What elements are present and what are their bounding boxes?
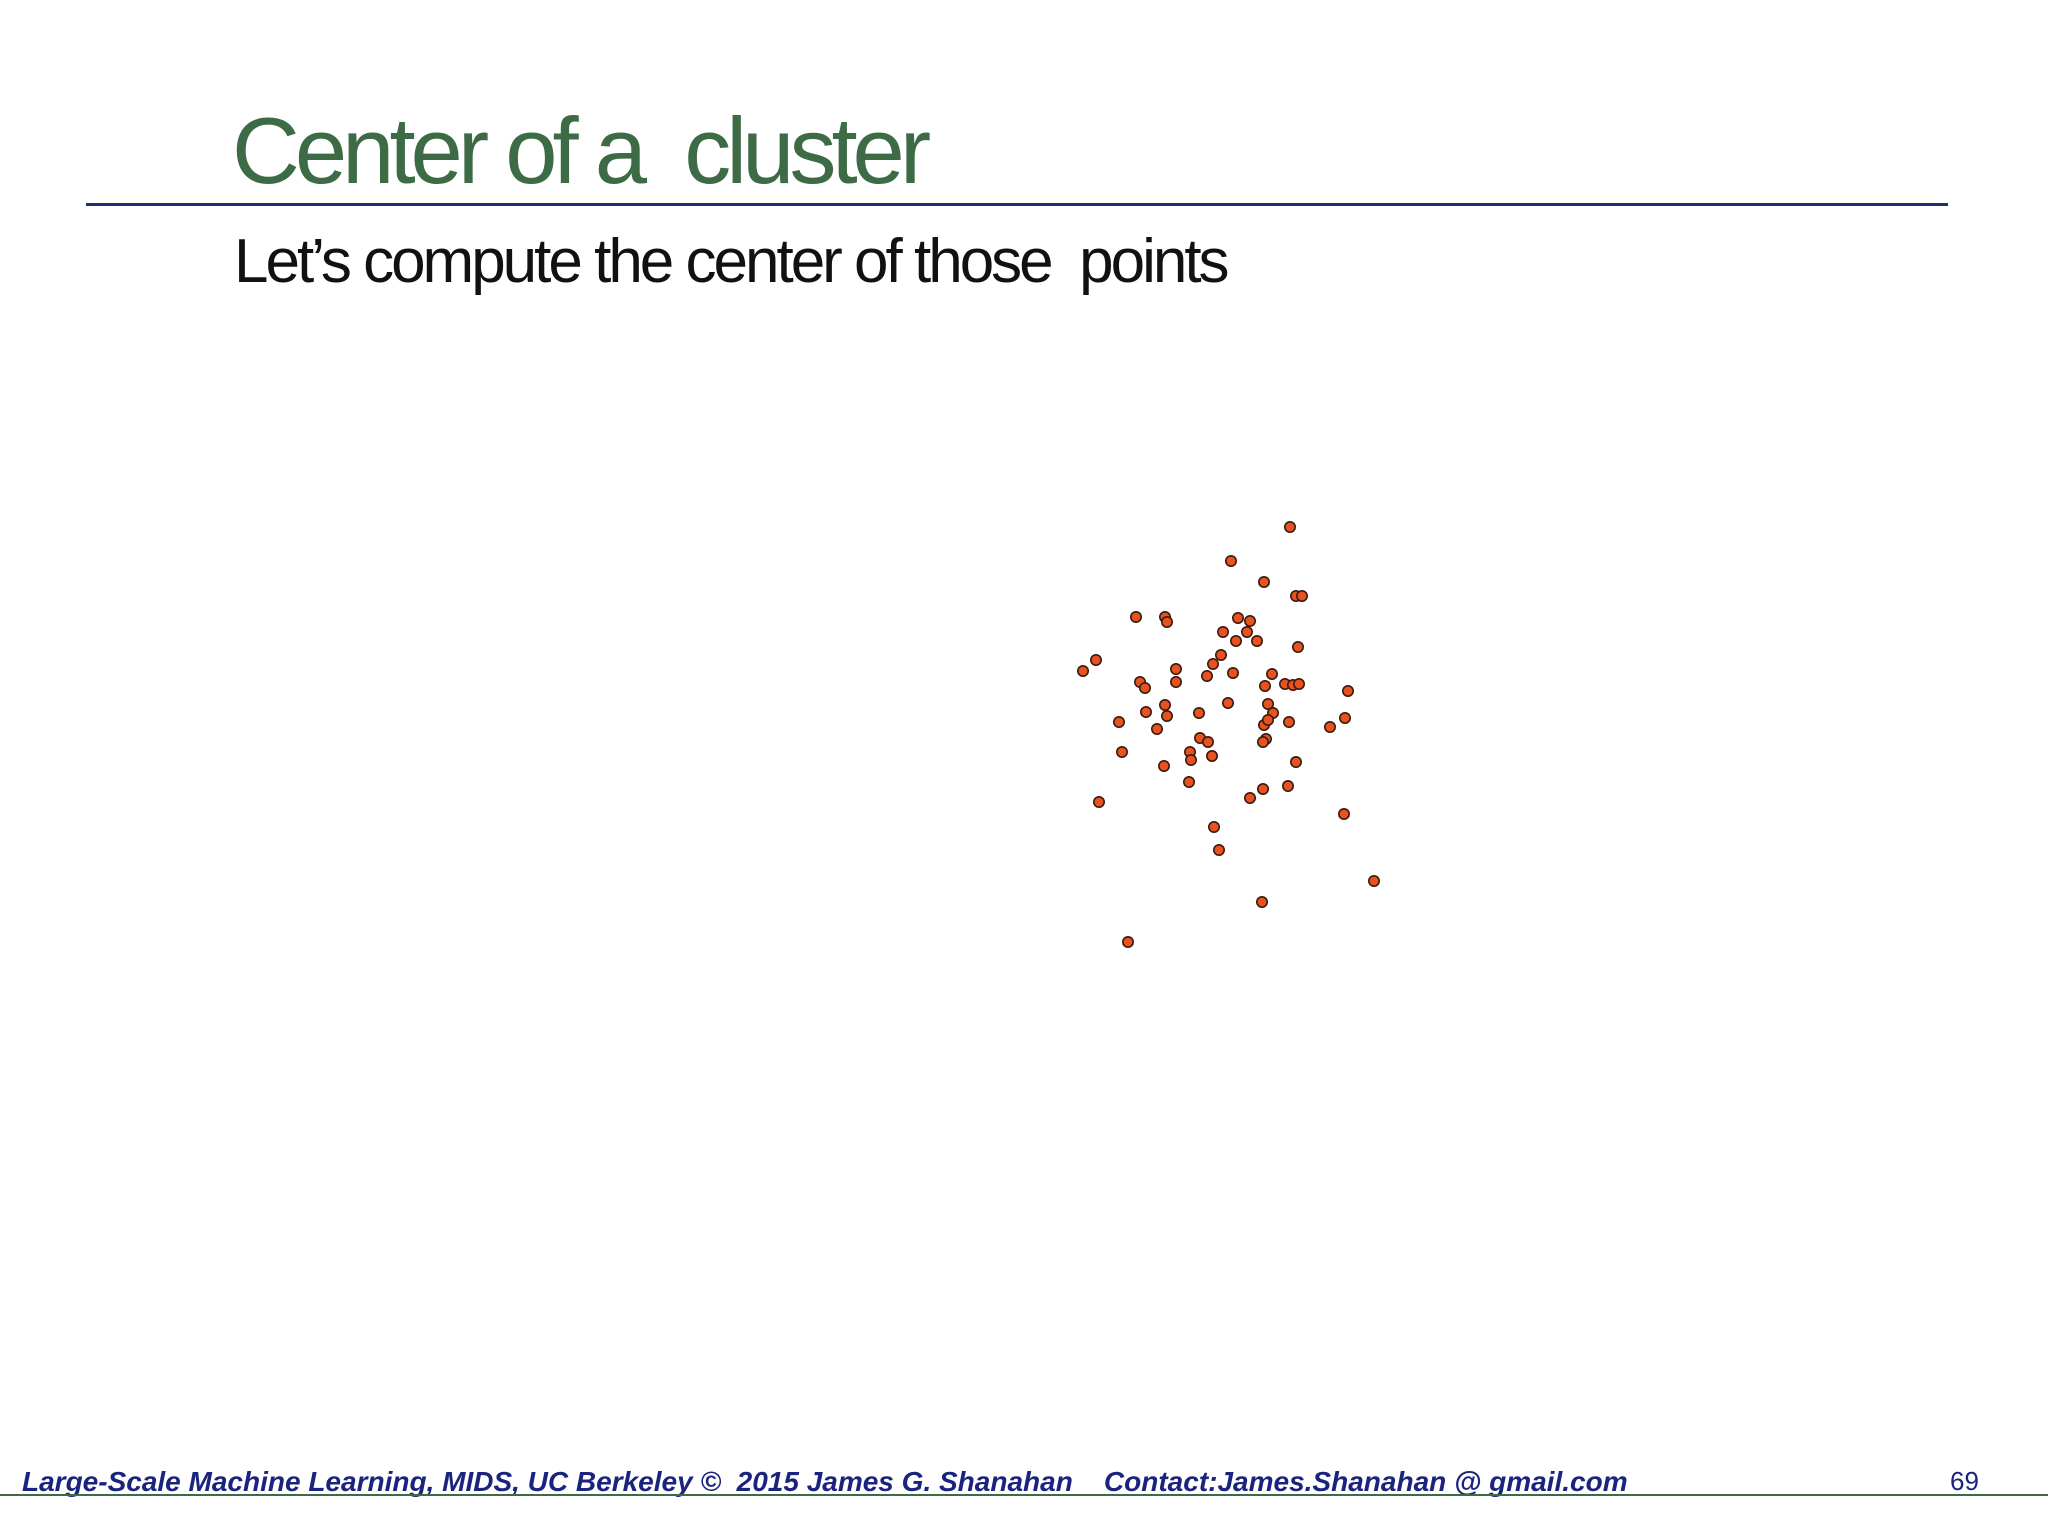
scatter-point-62 [1213,843,1226,856]
scatter-point-15 [1215,648,1228,661]
scatter-point-41 [1283,715,1296,728]
scatter-point-16 [1077,664,1090,677]
title-divider [86,203,1948,206]
scatter-point-47 [1262,713,1275,726]
scatter-point-19 [1139,681,1152,694]
scatter-point-33 [1193,706,1206,719]
scatter-point-26 [1266,667,1279,680]
scatter-point-54 [1183,775,1196,788]
scatter-point-22 [1201,669,1214,682]
scatter-point-37 [1113,715,1126,728]
scatter-point-50 [1116,745,1129,758]
scatter-point-20 [1170,662,1183,675]
scatter-point-61 [1208,820,1221,833]
slide-title: Center of a cluster [232,98,931,203]
scatter-point-53 [1158,759,1171,772]
scatter-point-7 [1161,615,1174,628]
scatter-point-63 [1368,874,1381,887]
scatter-point-52 [1185,753,1198,766]
scatter-point-30 [1342,684,1355,697]
scatter-point-56 [1282,779,1295,792]
scatter-point-25 [1259,679,1272,692]
scatter-point-31 [1140,705,1153,718]
scatter-point-21 [1170,675,1183,688]
slide-subtitle: Let’s compute the center of those points [234,227,1230,296]
scatter-point-23 [1207,657,1220,670]
scatter-point-58 [1244,791,1257,804]
scatter-point-43 [1339,711,1352,724]
scatter-point-29 [1293,677,1306,690]
scatter-point-46 [1206,749,1219,762]
scatter-point-14 [1251,634,1264,647]
scatter-point-2 [1258,575,1271,588]
scatter-point-0 [1284,520,1297,533]
scatter-point-24 [1227,666,1240,679]
scatter-point-12 [1292,640,1305,653]
scatter-point-35 [1262,697,1275,710]
scatter-point-11 [1217,625,1230,638]
page-number: 69 [1950,1466,1979,1496]
scatter-point-34 [1222,696,1235,709]
scatter-point-39 [1161,709,1174,722]
footer-credits: Large-Scale Machine Learning, MIDS, UC B… [22,1466,1628,1497]
scatter-point-64 [1256,895,1269,908]
scatter-point-17 [1090,653,1103,666]
footer-divider [0,1494,2048,1496]
scatter-point-13 [1230,634,1243,647]
scatter-point-10 [1241,625,1254,638]
scatter-point-4 [1296,589,1309,602]
scatter-point-9 [1244,614,1257,627]
scatter-point-57 [1257,782,1270,795]
scatter-point-60 [1338,807,1351,820]
scatter-point-65 [1122,935,1135,948]
scatter-point-42 [1324,720,1337,733]
scatter-point-59 [1093,795,1106,808]
scatter-point-1 [1225,554,1238,567]
scatter-point-5 [1130,610,1143,623]
scatter-point-55 [1290,755,1303,768]
scatter-point-38 [1151,722,1164,735]
scatter-point-32 [1159,698,1172,711]
scatter-point-45 [1202,735,1215,748]
scatter-point-8 [1232,611,1245,624]
scatter-point-49 [1257,735,1270,748]
